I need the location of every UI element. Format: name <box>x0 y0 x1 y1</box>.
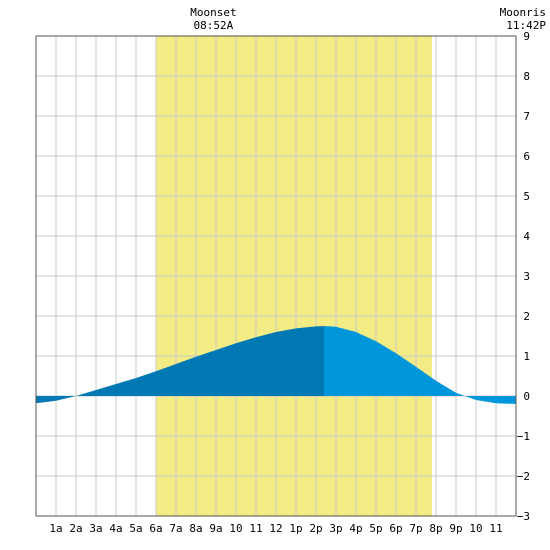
x-tick-label: 2p <box>309 522 322 535</box>
y-tick-label: 7 <box>523 110 530 123</box>
annotation-time: 11:42P <box>506 19 546 32</box>
x-tick-label: 7a <box>169 522 182 535</box>
x-tick-label: 2a <box>69 522 82 535</box>
y-tick-label: −3 <box>517 510 530 523</box>
x-tick-label: 11 <box>489 522 502 535</box>
y-tick-label: 5 <box>523 190 530 203</box>
x-tick-label: 7p <box>409 522 422 535</box>
y-tick-label: 0 <box>523 390 530 403</box>
tide-area-falling <box>324 326 516 404</box>
x-tick-label: 4p <box>349 522 362 535</box>
x-tick-label: 4a <box>109 522 122 535</box>
x-tick-label: 10 <box>469 522 482 535</box>
annotation-time: 08:52A <box>194 19 234 32</box>
x-tick-label: 9p <box>449 522 462 535</box>
y-tick-label: 9 <box>523 30 530 43</box>
y-tick-label: 3 <box>523 270 530 283</box>
y-tick-label: 1 <box>523 350 530 363</box>
x-tick-label: 10 <box>229 522 242 535</box>
y-tick-label: 8 <box>523 70 530 83</box>
x-tick-label: 11 <box>249 522 262 535</box>
tide-area-rising <box>36 326 324 404</box>
x-tick-label: 6a <box>149 522 162 535</box>
x-tick-label: 5p <box>369 522 382 535</box>
annotation-label: Moonset <box>190 6 236 19</box>
x-tick-label: 1a <box>49 522 62 535</box>
x-tick-label: 3a <box>89 522 102 535</box>
x-tick-label: 8a <box>189 522 202 535</box>
x-tick-label: 8p <box>429 522 442 535</box>
y-tick-label: 4 <box>523 230 530 243</box>
y-tick-label: −1 <box>517 430 530 443</box>
annotation-label: Moonris <box>500 6 546 19</box>
x-tick-label: 3p <box>329 522 342 535</box>
x-tick-label: 6p <box>389 522 402 535</box>
plot-frame <box>35 35 517 517</box>
x-tick-label: 9a <box>209 522 222 535</box>
y-tick-label: 6 <box>523 150 530 163</box>
y-tick-label: −2 <box>517 470 530 483</box>
y-tick-label: 2 <box>523 310 530 323</box>
x-tick-label: 1p <box>289 522 302 535</box>
x-tick-label: 5a <box>129 522 142 535</box>
x-tick-label: 12 <box>269 522 282 535</box>
